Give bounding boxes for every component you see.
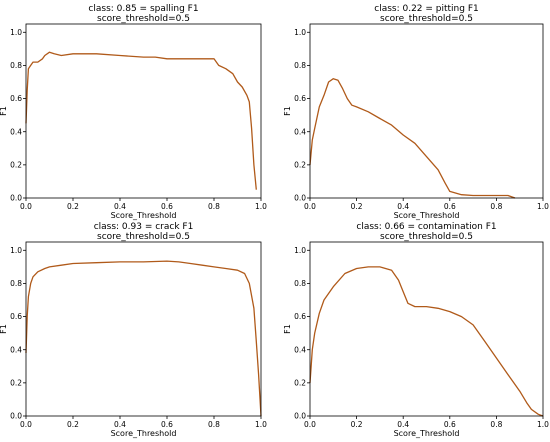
x-tick-label: 0.4 — [397, 202, 409, 211]
y-tick-label: 0.0 — [294, 412, 306, 421]
y-axis-label: F1 — [0, 106, 8, 116]
x-tick-label: 0.2 — [351, 202, 363, 211]
x-axis-label: Score_Threshold — [111, 211, 177, 220]
y-tick-label: 0.8 — [10, 279, 22, 288]
x-tick-label: 0.8 — [208, 420, 220, 429]
chart-title: class: 0.93 = crack F1 — [94, 222, 194, 232]
chart-subtitle: score_threshold=0.5 — [380, 14, 473, 24]
y-axis-label: F1 — [0, 324, 8, 334]
y-tick-label: 0.6 — [294, 94, 306, 103]
chart-subtitle: score_threshold=0.5 — [380, 232, 473, 242]
x-tick-label: 0.8 — [490, 420, 502, 429]
x-tick-label: 0.8 — [208, 202, 220, 211]
chart-subtitle: score_threshold=0.5 — [97, 232, 190, 242]
y-tick-label: 0.2 — [294, 378, 306, 387]
y-tick-label: 1.0 — [10, 28, 22, 37]
y-tick-label: 0.4 — [294, 345, 306, 354]
chart-title: class: 0.22 = pitting F1 — [374, 4, 479, 14]
f1-curve-line — [25, 260, 262, 417]
y-tick-label: 0.6 — [10, 312, 22, 321]
plot-frame — [25, 23, 262, 199]
x-tick-label: 0.6 — [161, 202, 173, 211]
x-tick-label: 0.0 — [20, 202, 32, 211]
y-tick-label: 0.4 — [10, 127, 22, 136]
y-tick-label: 1.0 — [10, 246, 22, 255]
y-tick-label: 0.6 — [294, 312, 306, 321]
chart-panel-2: class: 0.22 = pitting F1score_threshold=… — [283, 4, 549, 220]
f1-curve-line — [309, 78, 516, 199]
x-tick-label: 1.0 — [255, 420, 267, 429]
chart-panel-4: class: 0.66 = contamination F1score_thre… — [283, 222, 549, 438]
y-axis-label: F1 — [283, 106, 292, 116]
x-tick-label: 0.6 — [444, 420, 456, 429]
y-tick-label: 0.8 — [294, 279, 306, 288]
x-tick-label: 0.0 — [20, 420, 32, 429]
x-axis-label: Score_Threshold — [394, 211, 460, 220]
y-tick-label: 0.4 — [10, 345, 22, 354]
y-tick-label: 0.2 — [294, 160, 306, 169]
plot-frame — [309, 23, 544, 199]
y-tick-label: 0.2 — [10, 160, 22, 169]
x-tick-label: 0.6 — [161, 420, 173, 429]
x-axis-label: Score_Threshold — [111, 429, 177, 438]
x-axis-label: Score_Threshold — [394, 429, 460, 438]
x-tick-label: 0.0 — [304, 420, 316, 429]
chart-title: class: 0.85 = spalling F1 — [88, 4, 198, 14]
x-tick-label: 0.2 — [67, 420, 79, 429]
x-tick-label: 0.6 — [444, 202, 456, 211]
x-tick-label: 1.0 — [537, 420, 549, 429]
y-tick-label: 0.8 — [294, 61, 306, 70]
y-tick-label: 0.0 — [10, 194, 22, 203]
chart-subtitle: score_threshold=0.5 — [97, 14, 190, 24]
x-tick-label: 0.4 — [114, 202, 126, 211]
y-tick-label: 1.0 — [294, 246, 306, 255]
plot-frame — [309, 241, 544, 417]
plot-frame — [25, 241, 262, 417]
y-tick-label: 0.0 — [10, 412, 22, 421]
x-tick-label: 0.0 — [304, 202, 316, 211]
f1-curve-line — [309, 266, 544, 417]
y-axis-label: F1 — [283, 324, 292, 334]
x-tick-label: 0.2 — [67, 202, 79, 211]
y-tick-label: 0.6 — [10, 94, 22, 103]
y-tick-label: 0.0 — [294, 194, 306, 203]
chart-title: class: 0.66 = contamination F1 — [356, 222, 496, 232]
y-tick-label: 0.8 — [10, 61, 22, 70]
x-tick-label: 0.2 — [351, 420, 363, 429]
y-tick-label: 1.0 — [294, 28, 306, 37]
x-tick-label: 0.4 — [397, 420, 409, 429]
f1-curve-line — [25, 51, 257, 190]
x-tick-label: 1.0 — [255, 202, 267, 211]
x-tick-label: 0.4 — [114, 420, 126, 429]
chart-panel-3: class: 0.93 = crack F1score_threshold=0.… — [0, 222, 267, 438]
y-tick-label: 0.2 — [10, 378, 22, 387]
x-tick-label: 0.8 — [490, 202, 502, 211]
x-tick-label: 1.0 — [537, 202, 549, 211]
chart-panel-1: class: 0.85 = spalling F1score_threshold… — [0, 4, 267, 220]
y-tick-label: 0.4 — [294, 127, 306, 136]
